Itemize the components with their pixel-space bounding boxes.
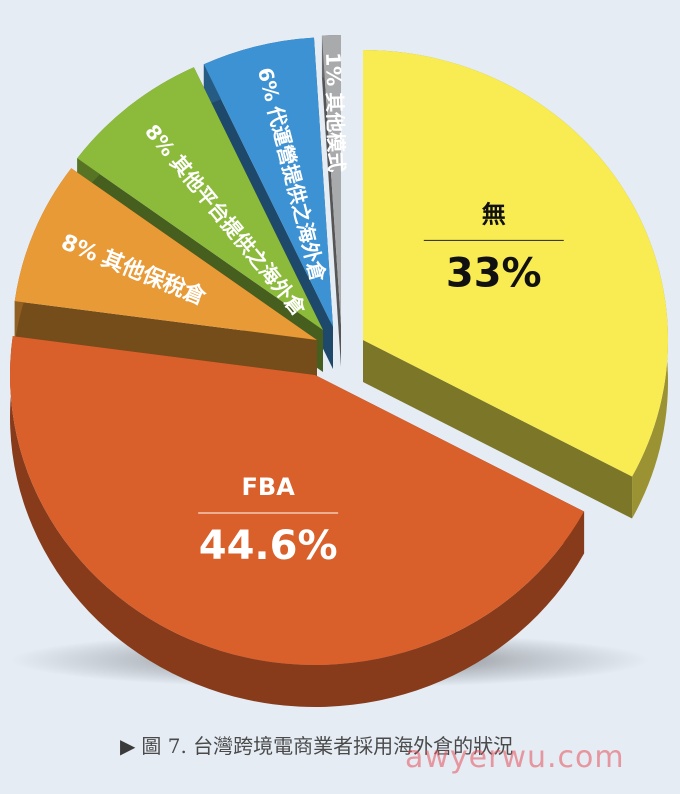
pie-slice-wall-2-0 (14, 301, 318, 382)
pie-slice-top-0 (363, 50, 668, 477)
pie-slice-top-1 (10, 336, 585, 665)
slice-label-5: 1% 其他模式 (322, 52, 350, 173)
pie-slice-1 (10, 336, 585, 707)
pie-slice-wall-0-1 (363, 340, 633, 519)
slice-value-5: 1% (322, 52, 347, 87)
pie-slice-0 (363, 50, 668, 519)
slice-value-1: 44.6% (199, 523, 338, 569)
pie-slice-top-4 (203, 37, 333, 328)
slice-label-0: 無 (482, 200, 506, 228)
watermark-text: awyerwu.com (405, 740, 625, 775)
pie-slice-top-5 (321, 35, 341, 325)
pie-slice-top-3 (77, 67, 323, 330)
caption-text: 圖 7. 台灣跨境電商業者採用海外倉的狀況 (141, 734, 514, 758)
pie-labels: 無33%FBA44.6%8%其他保稅倉8%其他平台提供之海外倉6%代運營提供之海… (58, 52, 564, 569)
slice-label-1: FBA (242, 473, 296, 501)
pie-slice-5 (321, 35, 341, 368)
caption-marker: ▶ (120, 734, 136, 758)
slice-name-5: 其他模式 (323, 92, 349, 173)
pie-slice-2 (14, 168, 318, 382)
slice-value-0: 33% (446, 250, 542, 296)
pie-slice-wall-5-0 (321, 35, 341, 368)
pie-slices (10, 35, 668, 707)
pie-slice-top-2 (14, 168, 318, 340)
figure-caption: ▶ 圖 7. 台灣跨境電商業者採用海外倉的狀況 (120, 730, 513, 759)
